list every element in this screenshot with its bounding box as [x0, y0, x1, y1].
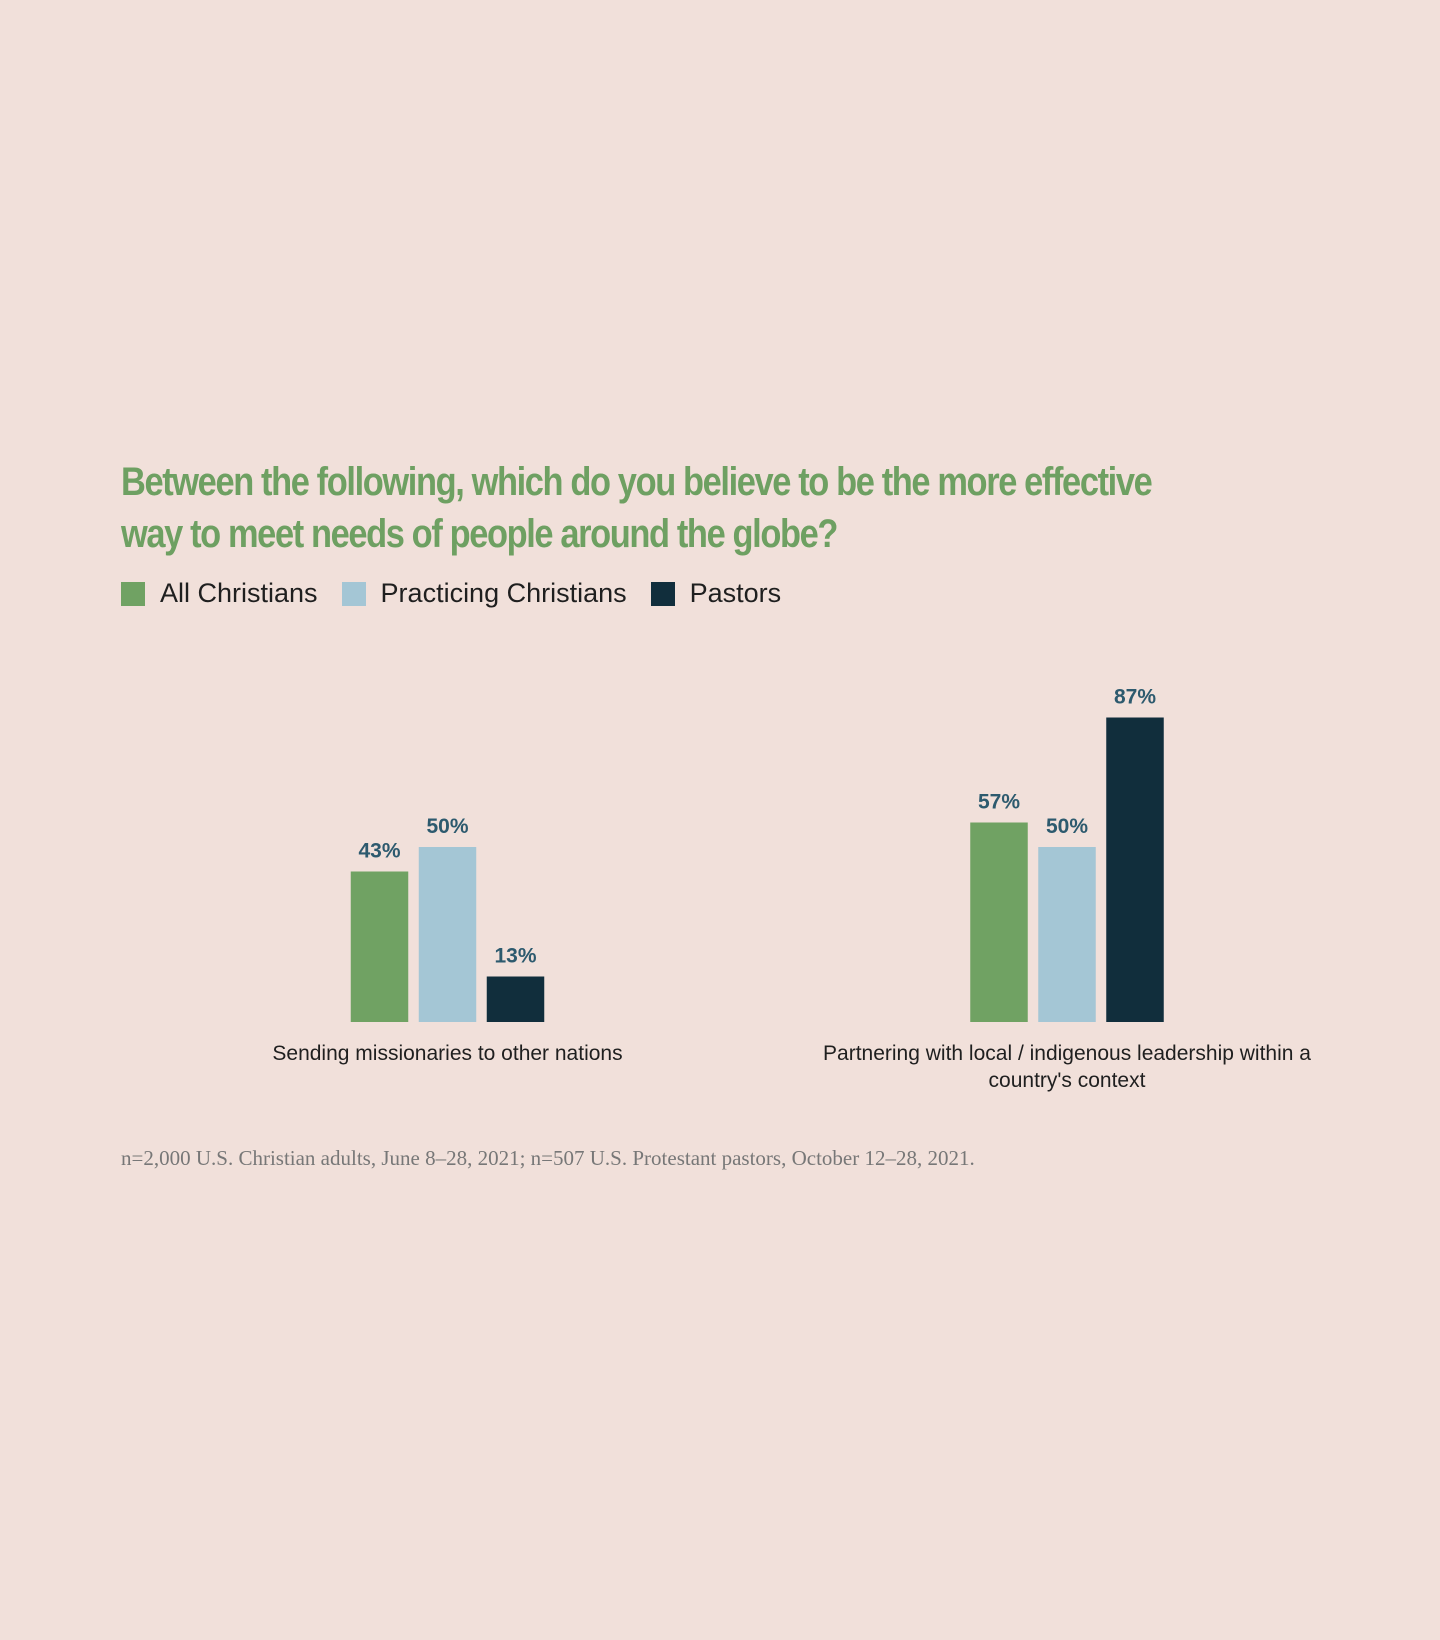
legend: All Christians Practicing Christians Pasto… [121, 578, 805, 609]
bar [350, 871, 409, 1022]
legend-item: Pastors [650, 578, 782, 609]
value-label: 13% [494, 945, 536, 968]
category-label: Sending missionaries to other nations [272, 1042, 623, 1065]
value-label: 87% [1114, 686, 1156, 709]
value-label: 57% [978, 791, 1020, 814]
legend-label: Pastors [689, 578, 782, 608]
legend-swatch [121, 581, 145, 606]
bar [1106, 717, 1164, 1022]
bar [1038, 847, 1096, 1022]
value-label: 50% [426, 815, 468, 838]
chart-title: Between the following, which do you beli… [121, 460, 1153, 556]
legend-item: Practicing Christians [341, 578, 627, 609]
bar [418, 847, 477, 1022]
legend-swatch [650, 581, 675, 606]
footnote: n=2,000 U.S. Christian adults, June 8–28… [121, 1146, 975, 1170]
legend-swatch [341, 581, 366, 606]
value-label: 50% [1046, 815, 1088, 838]
category-label: Partnering with local / indigenous leade… [823, 1042, 1311, 1092]
legend-item: All Christians [121, 578, 318, 609]
legend-label: Practicing Christians [380, 578, 627, 608]
bar [486, 976, 545, 1022]
legend-label: All Christians [160, 578, 318, 608]
value-label: 43% [358, 840, 400, 863]
bar [970, 822, 1028, 1022]
